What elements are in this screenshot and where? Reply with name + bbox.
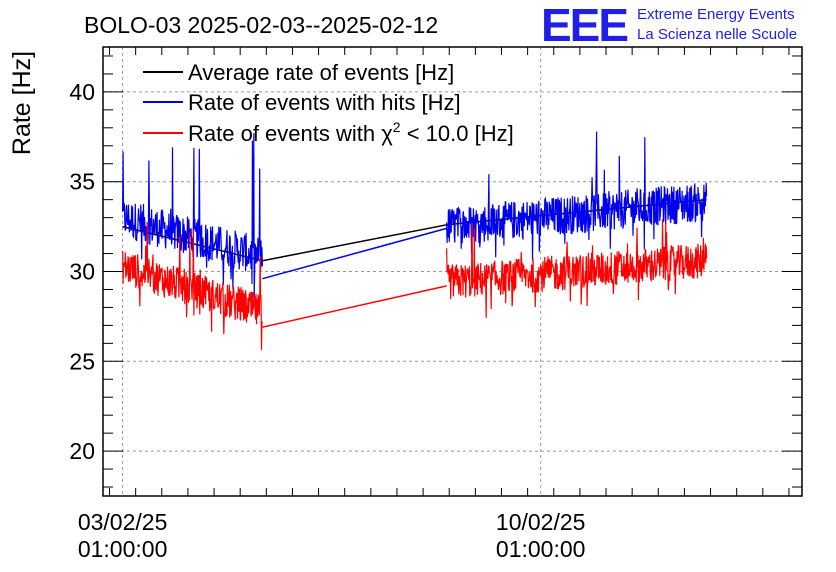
y-tick-label-25: 25 [69,348,95,374]
logo-line-2: La Scienza nelle Scuole [637,26,797,43]
x-tick-label-time-0: 01:00:00 [78,536,168,562]
y-tick-label-35: 35 [69,169,95,195]
series-chi2-segment-0 [122,221,263,350]
legend-label-hits: Rate of events with hits [Hz] [188,90,461,115]
y-tick-label-30: 30 [69,259,95,285]
legend: Average rate of events [Hz] Rate of even… [143,60,514,146]
eee-logo: EEE Extreme Energy Events La Scienza nel… [541,0,797,51]
data-series [122,131,708,350]
logo-line-1: Extreme Energy Events [637,6,795,23]
y-tick-label-20: 20 [69,438,95,464]
chart-title: BOLO-03 2025-02-03--2025-02-12 [84,12,438,38]
x-tick-label-date-0: 03/02/25 [78,509,168,535]
tick-labels: 202530354003/02/2501:00:0010/02/2501:00:… [69,79,585,562]
series-chi2-segment-1 [446,219,708,318]
y-axis-label: Rate [Hz] [8,51,36,155]
x-tick-label-time-1: 01:00:00 [496,536,586,562]
connector-hits [262,227,447,280]
series-hits-segment-1 [446,131,708,261]
connector-average [262,224,447,262]
axes [102,46,803,497]
connector-chi2 [262,285,447,328]
logo-text: EEE [541,0,627,51]
series-hits-segment-0 [122,133,263,298]
legend-label-average: Average rate of events [Hz] [188,60,454,85]
y-tick-label-40: 40 [69,79,95,105]
x-tick-label-date-1: 10/02/25 [496,509,586,535]
legend-label-chi2: Rate of events with χ2 < 10.0 [Hz] [188,119,514,146]
